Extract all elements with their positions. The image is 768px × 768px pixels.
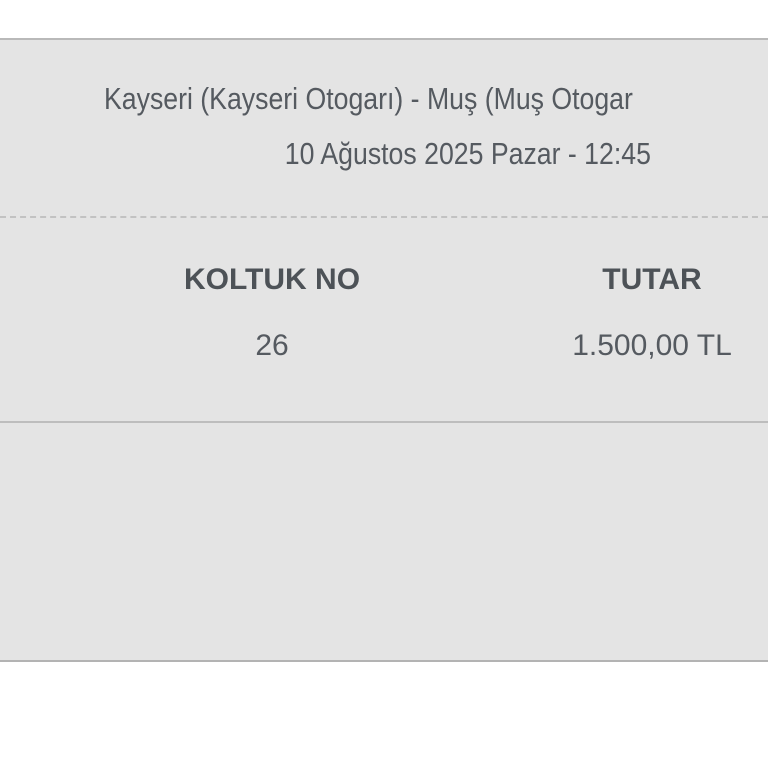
seat-number-label: KOLTUK NO — [183, 263, 361, 296]
price-value: 1.500,00 TL — [572, 329, 732, 362]
ticket-summary-panel: Kayseri (Kayseri Otogarı) - Muş (Muş Oto… — [0, 38, 768, 662]
trip-datetime: 10 Ağustos 2025 Pazar - 12:45 — [284, 136, 652, 171]
price-label: TUTAR — [602, 263, 702, 296]
seat-number-value: 26 — [255, 329, 289, 362]
trip-datetime-row: 10 Ağustos 2025 Pazar - 12:45 — [0, 136, 768, 172]
trip-route: Kayseri (Kayseri Otogarı) - Muş (Muş Oto… — [104, 81, 633, 116]
dashed-divider — [0, 216, 768, 218]
section-divider — [0, 421, 768, 423]
